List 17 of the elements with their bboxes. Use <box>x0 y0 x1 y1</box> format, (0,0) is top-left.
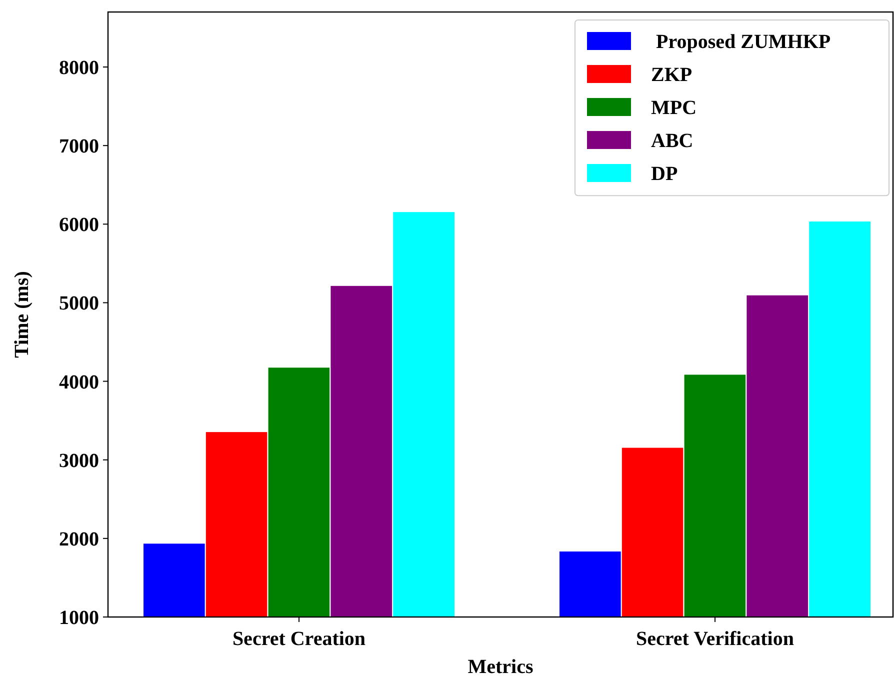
y-tick-label: 6000 <box>59 214 99 236</box>
legend-label: MPC <box>651 97 697 119</box>
y-axis-title: Time (ms) <box>11 271 33 358</box>
y-tick-label: 8000 <box>59 57 99 79</box>
legend-label: Proposed ZUMHKP <box>651 31 831 53</box>
x-tick-label: Secret Verification <box>636 628 794 650</box>
y-tick-label: 1000 <box>59 607 99 629</box>
y-tick-label: 3000 <box>59 450 99 472</box>
y-tick-label: 5000 <box>59 292 99 315</box>
y-tick-label: 7000 <box>59 136 99 158</box>
legend-label: ZKP <box>651 64 692 86</box>
x-axis-title: Metrics <box>468 656 534 678</box>
y-tick-label: 4000 <box>59 371 99 394</box>
legend-label: ABC <box>651 130 694 152</box>
y-tick-label: 2000 <box>59 528 99 550</box>
x-tick-label: Secret Creation <box>232 628 366 650</box>
legend-label: DP <box>651 163 678 185</box>
